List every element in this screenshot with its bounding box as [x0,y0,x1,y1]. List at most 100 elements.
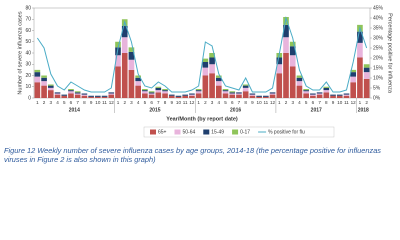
y-tick-label: 10 [25,84,31,90]
bar-segment [323,86,330,88]
bar-segment [343,93,350,95]
bar-segment [209,53,215,58]
x-tick-label: 7 [318,100,321,105]
bar-segment [357,42,363,58]
x-tick-label: 3 [130,100,133,105]
bar-segment [95,95,101,97]
x-tick-label: 2 [123,100,126,105]
bar-segment [229,93,236,95]
y2-tick-label: 40% [373,15,384,21]
bar-segment [142,90,148,92]
bar-segment [236,92,242,94]
y2-tick-label: 15% [373,65,384,71]
x-tick-label: 11 [102,100,107,105]
y-tick-label: 0 [28,95,31,101]
bar-segment [121,26,128,38]
x-tick-label: 12 [351,100,357,105]
x-tick-label: 4 [298,100,301,105]
x-tick-label: 8 [244,100,247,105]
page: {"chart_data":{"type":"bar","stacked":tr… [4,5,393,164]
bar-segment [283,53,289,98]
bar-segment [135,81,141,86]
caption: Figure 12 Weekly number of severe influe… [4,146,382,164]
bar-segment [162,90,168,92]
bar-segment [276,57,283,65]
y2-tick-label: 0% [373,95,381,101]
bar-segment [242,84,249,86]
x-tick-label: 5 [144,100,147,105]
bar-segment [68,93,74,98]
x-tick-label: 10 [257,100,263,105]
x-tick-label: 1 [117,100,120,105]
year-label: 2016 [230,107,241,113]
bar-segment [41,81,47,86]
y-tick-label: 20 [25,73,31,79]
bar-segment [236,94,242,98]
bar-segment [155,90,162,93]
bar-segment [303,93,309,98]
legend-frame [143,126,335,138]
x-tick-label: 9 [90,100,93,105]
bar-segment [283,24,289,38]
bar-segment [81,94,88,96]
legend-swatch [232,129,239,135]
x-tick-label: 2 [285,100,288,105]
bar-segment [310,93,316,95]
legend-label: 15-49 [211,129,224,135]
bar-segment [323,90,330,93]
bar-segment [162,89,168,91]
x-tick-label: 8 [83,100,86,105]
bar-segment [74,91,81,93]
bar-segment [229,94,236,98]
bar-segment [68,91,74,94]
x-tick-label: 11 [183,100,188,105]
bar-segment [148,91,155,93]
bar-segment [155,87,162,91]
bar-segment [202,62,209,68]
bar-segment [229,91,236,93]
bar-segment [108,92,115,94]
x-tick-label: 5 [224,100,227,105]
bar-segment [363,78,370,98]
bar-segment [249,93,256,95]
bar-segment [88,95,94,97]
year-label: 2014 [69,107,80,113]
bar-segment [283,17,289,25]
bar-segment [222,90,229,92]
bar-segment [121,53,128,98]
bar-segment [236,93,242,95]
x-tick-label: 2 [43,100,46,105]
bar-segment [61,95,68,98]
bar-segment [316,92,323,94]
x-tick-label: 1 [359,100,362,105]
bar-segment [135,77,141,82]
bar-segment [276,73,283,98]
bar-segment [310,95,316,98]
legend-label: 65+ [158,129,167,135]
x-tick-label: 12 [109,100,115,105]
bar-segment [283,37,289,53]
bar-segment [128,59,135,70]
bar-segment [263,96,269,98]
y2-tick-label: 25% [373,45,384,51]
bar-segment [229,92,236,94]
bar-segment [350,76,357,83]
bar-segment [115,47,121,56]
bar-segment [115,41,121,48]
bar-segment [350,72,357,77]
bar-segment [54,93,61,95]
y-tick-label: 50 [25,39,31,45]
bar-segment [34,69,41,73]
bar-segment [269,92,276,94]
bar-segment [242,91,249,98]
legend-label: 0-17 [240,129,250,135]
bar-segment [88,96,94,98]
bar-segment [222,91,229,94]
bar-segment [357,57,363,98]
x-tick-label: 5 [63,100,66,105]
year-label: 2015 [149,107,160,113]
bar-segment [343,94,350,96]
bar-segment [47,84,54,86]
bar-segment [249,95,256,98]
bar-segment [350,82,357,98]
